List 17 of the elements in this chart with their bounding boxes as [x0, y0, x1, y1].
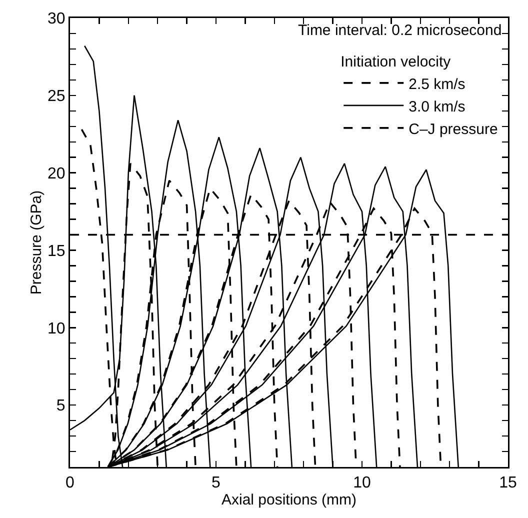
x-tick-label: 0	[66, 474, 75, 492]
y-tick-label: 5	[56, 398, 66, 415]
y-tick-label: 10	[48, 320, 66, 338]
x-axis-title: Axial positions (mm)	[221, 492, 357, 509]
y-tick-label: 25	[48, 88, 66, 106]
x-tick-label: 15	[499, 474, 517, 492]
y-tick-label: 15	[48, 242, 66, 260]
legend-label: 2.5 km/s	[408, 76, 466, 93]
y-tick-label: 20	[48, 165, 66, 182]
legend-title: Initiation velocity	[340, 54, 452, 71]
legend-label: 3.0 km/s	[408, 98, 466, 116]
y-axis-title: Pressure (GPa)	[28, 190, 46, 295]
annotation: Time interval: 0.2 microsecond	[298, 22, 502, 39]
x-tick-label: 5	[212, 474, 221, 492]
legend-label: C–J pressure	[408, 120, 498, 138]
x-tick-label: 10	[353, 474, 371, 492]
y-tick-label: 30	[48, 10, 66, 28]
